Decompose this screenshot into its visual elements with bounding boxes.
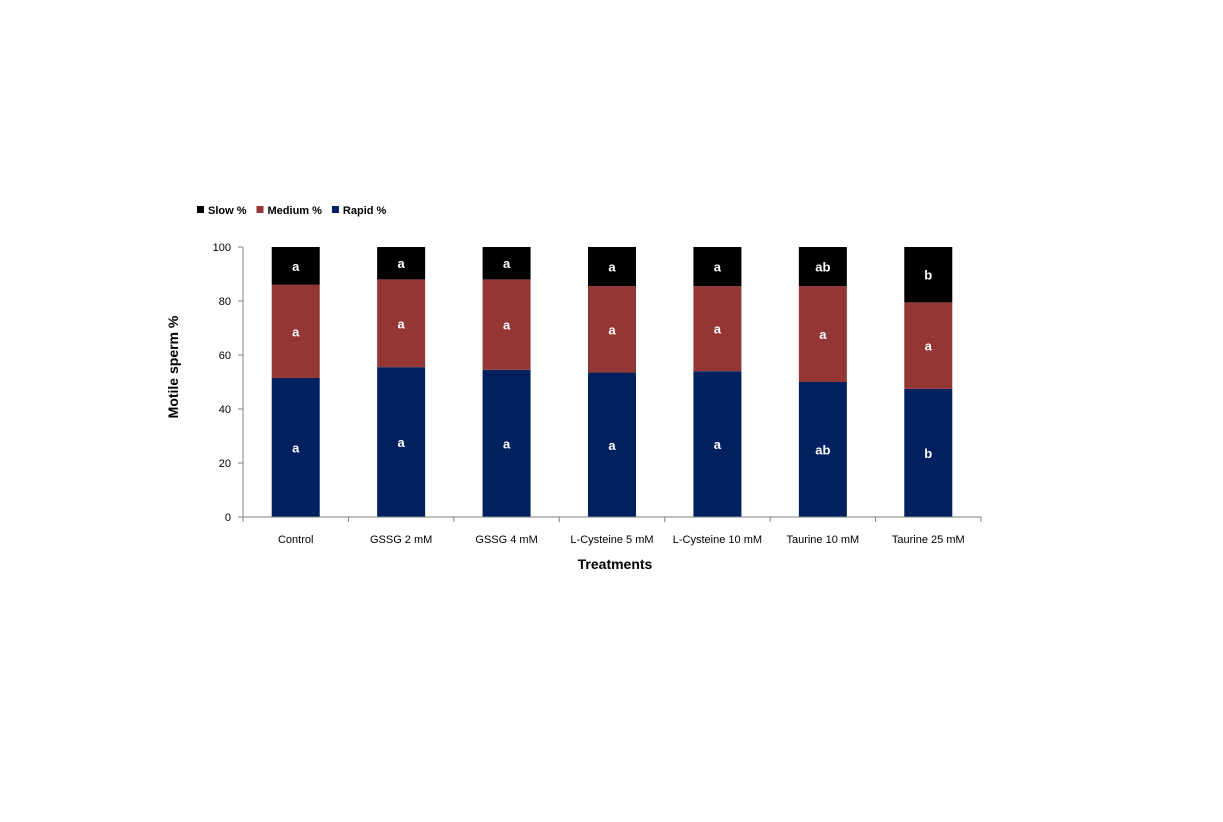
y-tick-label: 20 bbox=[219, 458, 231, 470]
bar-medium-gssg-4-mm bbox=[482, 279, 531, 370]
bar-rapid-taurine-25-mm bbox=[904, 388, 953, 517]
legend-swatch-rapid bbox=[331, 206, 339, 213]
significance-letter: ab bbox=[815, 260, 830, 275]
legend-label-medium: Medium % bbox=[268, 205, 323, 217]
bar-medium-l-cysteine-5-mm bbox=[588, 286, 636, 373]
x-axis: Control GSSG 2 mM GSSG 4 mM L-Cysteine 5 mM… bbox=[242, 516, 982, 546]
significance-letter: a bbox=[292, 324, 300, 339]
legend-label-slow: Slow % bbox=[208, 205, 247, 217]
y-tick-label: 40 bbox=[219, 404, 231, 416]
significance-letter: a bbox=[714, 437, 722, 452]
significance-letter: a bbox=[292, 259, 300, 274]
x-tick-label: L-Cysteine 10 mM bbox=[673, 534, 762, 546]
bar-rapid-gssg-2-mm bbox=[377, 367, 426, 517]
y-tick-label: 100 bbox=[213, 242, 231, 254]
legend: Slow % Medium % Rapid % bbox=[197, 205, 387, 217]
bar-rapid-l-cysteine-5-mm bbox=[588, 372, 636, 517]
significance-letter: a bbox=[608, 322, 616, 337]
y-axis: 0 20 40 60 80 100 bbox=[213, 242, 244, 524]
significance-letter: a bbox=[925, 339, 933, 354]
significance-letter: b bbox=[924, 446, 932, 461]
y-tick-label: 0 bbox=[225, 512, 231, 524]
x-tick-label: Taurine 25 mM bbox=[892, 534, 965, 546]
significance-letter: a bbox=[398, 435, 406, 450]
bar-medium-gssg-2-mm bbox=[377, 279, 426, 368]
significance-letter: a bbox=[608, 260, 616, 275]
x-axis-title: Treatments bbox=[578, 556, 653, 572]
bar-rapid-gssg-4-mm bbox=[482, 369, 531, 517]
legend-label-rapid: Rapid % bbox=[343, 205, 387, 217]
x-tick-label: Control bbox=[278, 534, 313, 546]
significance-letter: a bbox=[398, 316, 406, 331]
bar-slow-gssg-4-mm bbox=[482, 247, 531, 280]
bar-slow-gssg-2-mm bbox=[377, 247, 426, 280]
bar-slow-taurine-25-mm bbox=[904, 247, 953, 303]
bar-rapid-control bbox=[271, 377, 320, 517]
significance-letter: a bbox=[503, 318, 511, 333]
y-tick-label: 60 bbox=[219, 350, 231, 362]
x-tick-label: GSSG 4 mM bbox=[475, 534, 537, 546]
y-tick-label: 80 bbox=[219, 296, 231, 308]
bar-medium-l-cysteine-10-mm bbox=[693, 286, 742, 372]
bar-slow-l-cysteine-5-mm bbox=[588, 247, 636, 287]
legend-swatch-medium bbox=[256, 206, 264, 213]
bar-rapid-taurine-10-mm bbox=[798, 382, 847, 517]
significance-letter: a bbox=[819, 327, 827, 342]
significance-letter: ab bbox=[815, 443, 830, 458]
y-axis-title: Motile sperm % bbox=[165, 315, 181, 418]
x-tick-label: Taurine 10 mM bbox=[786, 534, 859, 546]
legend-swatch-slow bbox=[197, 206, 204, 213]
significance-letter: b bbox=[924, 268, 932, 283]
significance-letter: a bbox=[714, 260, 722, 275]
bar-medium-taurine-25-mm bbox=[904, 302, 953, 389]
bar-slow-taurine-10-mm bbox=[798, 247, 847, 287]
significance-letter: a bbox=[503, 436, 511, 451]
x-tick-label: L-Cysteine 5 mM bbox=[570, 534, 653, 546]
significance-letter: a bbox=[398, 256, 406, 271]
significance-letter: a bbox=[292, 440, 300, 455]
bar-slow-l-cysteine-10-mm bbox=[693, 247, 742, 287]
significance-letter: a bbox=[503, 256, 511, 271]
bar-slow-control bbox=[271, 247, 320, 285]
significance-letter: a bbox=[714, 322, 722, 337]
significance-letter: a bbox=[608, 438, 616, 453]
bar-medium-control bbox=[271, 284, 320, 378]
x-tick-label: GSSG 2 mM bbox=[370, 534, 432, 546]
bar-medium-taurine-10-mm bbox=[798, 286, 847, 382]
bar-rapid-l-cysteine-10-mm bbox=[693, 371, 742, 517]
